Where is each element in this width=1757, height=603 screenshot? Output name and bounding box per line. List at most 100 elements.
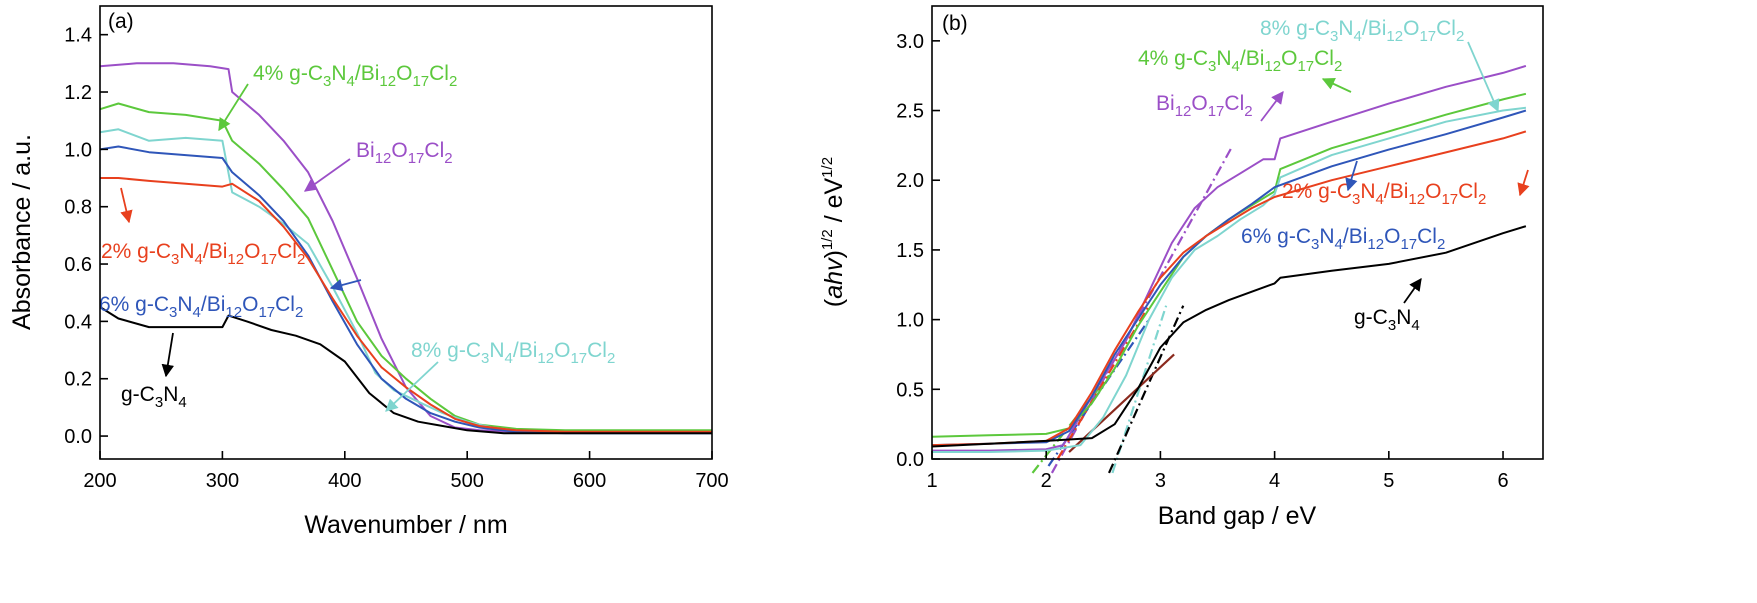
series-label-bi: Bi12O17Cl2 [1156,92,1253,120]
series-label-p4-part: 2 [449,73,457,90]
series-label-p4-part: Cl [429,62,449,85]
series-line-p4 [931,92,1527,438]
series-line-p6 [931,109,1527,447]
series-label-p8-part: 17 [1419,28,1436,45]
label-arrow-p2 [1517,169,1530,197]
series-label-bi-part: 2 [444,150,452,167]
series-label-p8-part: 4 [1354,28,1362,45]
series-label-p8-part: N [1338,17,1353,40]
series-label-p6-part: 17 [1400,236,1417,253]
label-arrow-cn [1403,277,1422,304]
series-label-p4-part: 12 [1264,58,1281,75]
panel-b-series [931,64,1527,453]
series-label-p4-part: Cl [1314,47,1334,70]
series-line-p6 [99,145,712,435]
series-label-bi-part: Bi [1156,92,1175,115]
series-label-cn-part: N [1396,306,1411,329]
series-label-p4-part: O [1281,47,1297,70]
series-label-p8-part: 4 [505,350,513,367]
series-label-p6-part: O [242,293,258,316]
series-label-bi-part: Bi [356,139,375,162]
series-label-p8-part: O [554,339,570,362]
x-tick-label: 200 [83,470,116,492]
series-label-p6-part: /Bi [201,293,226,316]
x-tick-label: 500 [451,470,484,492]
series-label-p2-part: 4 [1376,191,1384,208]
panel-a-y-axis-label: Absorbance / a.u. [8,134,36,330]
series-label-bi-part: 2 [1244,103,1252,120]
series-label-p6-part: 12 [225,304,242,321]
series-label-p6-part: O [1384,225,1400,248]
label-arrow-cn [161,332,175,378]
series-label-p8-part: 12 [1386,28,1403,45]
series-label-cn-part: 3 [1388,317,1396,334]
x-tick-label: 300 [206,470,239,492]
series-line-p4 [99,102,712,432]
series-label-cn-part: 4 [178,394,186,411]
series-label-p6-part: /Bi [1343,225,1368,248]
series-label-p4-part: 4% g-C [1138,47,1208,70]
series-label-p6-part: 4 [1335,236,1343,253]
y-tick-label: 0.8 [64,197,92,219]
series-label-p8-part: /Bi [513,339,538,362]
series-label-p2-part: 17 [1441,191,1458,208]
series-label-p4-part: /Bi [1240,47,1265,70]
x-tick-label: 700 [695,470,728,492]
series-label-p2-part: N [1360,180,1375,203]
series-label-bi-part: Cl [424,139,444,162]
series-label-p6: 6% g-C3N4/Bi12O17Cl2 [1241,225,1445,253]
series-label-p6-part: N [177,293,192,316]
series-label-p6-part: 17 [258,304,275,321]
series-label-p2-part: O [244,240,260,263]
series-label-p4-part: O [396,62,412,85]
x-tick-label: 2 [1041,470,1052,492]
series-label-cn: g-C3N4 [1354,306,1420,334]
series-label-cn-part: g-C [1354,306,1388,329]
label-arrow-p6 [329,278,362,292]
label-arrow-bi [303,158,351,192]
series-label-p4-part: 4 [347,73,355,90]
series-label-p4-part: 4 [1232,58,1240,75]
y-tick-label: 1.5 [896,240,924,262]
series-label-p4-part: 2 [1334,58,1342,75]
series-label-p2-part: 4 [195,251,203,268]
series-label-p8-part: 3 [1330,28,1338,45]
series-label-p6-part: 6% g-C [99,293,169,316]
series-label-p8: 8% g-C3N4/Bi12O17Cl2 [1260,17,1464,45]
panel-b-frame [931,5,1544,460]
series-label-p2-part: Cl [277,240,297,263]
panel-a-x-ticks: 200 300 400 500 600 700 [83,451,729,492]
label-arrow-bi [1260,90,1284,122]
y-tick-label: 0.0 [896,449,924,471]
series-label-cn-part: 4 [1411,317,1419,334]
y-tick-label: 2.5 [896,101,924,123]
series-label-p2-part: 3 [171,251,179,268]
series-line-p2 [100,177,712,433]
panel-b-x-axis-label: Band gap / eV [1158,502,1317,530]
tangent-line-tangent_brown [1068,353,1175,453]
series-label-p4-part: 12 [379,73,396,90]
tangent-line-p8 [1111,305,1168,474]
panel-a-y-ticks: 0.0 0.2 0.4 0.6 0.8 1.0 1.2 1.4 [64,25,108,448]
series-label-cn-part: 3 [155,394,163,411]
series-label-bi-part: 12 [375,150,392,167]
series-label-p2-part: Cl [1458,180,1478,203]
series-label-bi-part: 17 [1208,103,1225,120]
series-label-p8-part: O [1403,17,1419,40]
panel-b-label: (b) [942,12,968,35]
series-line-cn [931,225,1527,448]
y-tick-label: 3.0 [896,31,924,53]
x-tick-label: 4 [1269,470,1280,492]
panel-a-frame [99,5,713,460]
tangent-line-cn [1108,305,1185,474]
panel-b-tangent-lines [1031,147,1233,474]
series-label-p8-part: 2 [607,350,615,367]
series-label-p4-part: /Bi [355,62,380,85]
series-label-p6-part: 3 [1311,236,1319,253]
series-label-p2-part: 2 [297,251,305,268]
